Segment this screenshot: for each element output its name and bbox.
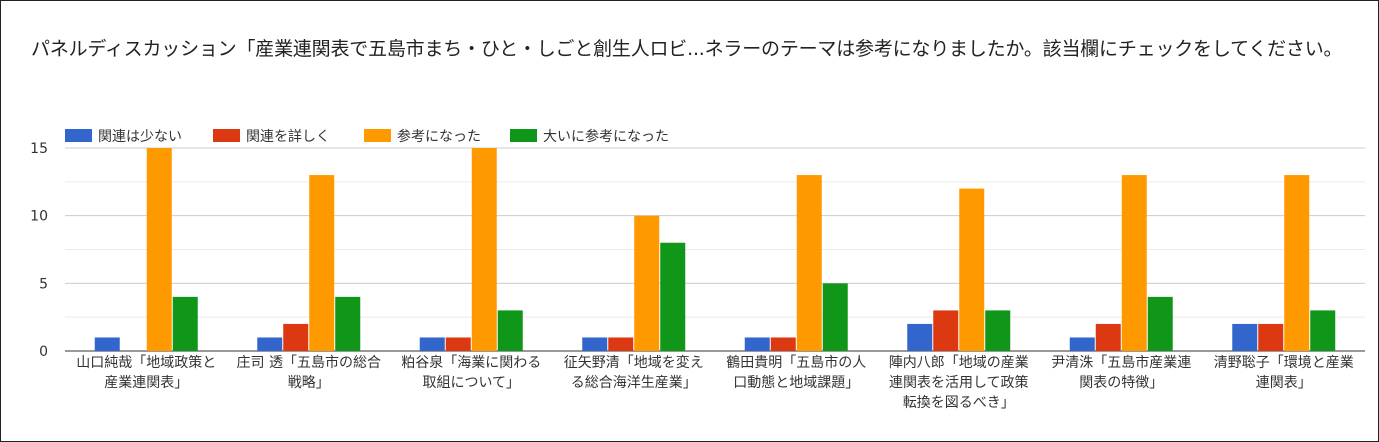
bar — [1121, 175, 1147, 351]
bar — [1258, 323, 1284, 351]
legend-swatch — [65, 129, 92, 142]
x-tick-label: 関表の特徴」 — [1079, 375, 1163, 391]
x-tick-label: 転換を図るべき」 — [903, 395, 1015, 411]
x-tick-label: 征矢野清「地域を変え — [564, 354, 704, 371]
x-tick-label: 粕谷泉「海業に関わる — [401, 354, 541, 371]
x-tick-label: る総合海洋生産業」 — [571, 375, 697, 391]
legend-label: 関連を詳しく — [246, 129, 330, 145]
bar — [419, 337, 445, 351]
bar — [1095, 323, 1121, 351]
x-tick-label: 産業連関表」 — [104, 375, 188, 391]
bar — [634, 215, 660, 351]
bar — [1147, 296, 1173, 351]
legend-swatch — [213, 129, 240, 142]
x-tick-label: 連関表を活用して政策 — [889, 374, 1029, 391]
x-tick-label: 陣内八郎「地域の産業 — [889, 355, 1029, 371]
x-tick-label: 庄司 透「五島市の総合 — [237, 354, 381, 371]
legend-label: 関連は少ない — [98, 129, 182, 145]
bar — [822, 283, 848, 351]
x-tick-label: 戦略」 — [288, 375, 330, 391]
bar — [959, 188, 985, 351]
legend-label: 大いに参考になった — [543, 128, 669, 145]
bar — [660, 242, 686, 351]
bar — [146, 148, 172, 351]
x-tick-label: 山口純哉「地域政策と — [76, 354, 216, 371]
bar — [497, 310, 523, 351]
bar — [309, 175, 335, 351]
bar — [933, 310, 959, 351]
x-tick-label: 連関表」 — [1256, 375, 1312, 391]
x-tick-label: 口動態と地域課題」 — [733, 375, 859, 391]
legend-label: 参考になった — [397, 128, 481, 145]
bar — [582, 337, 608, 351]
bar — [257, 337, 283, 351]
bar — [770, 337, 796, 351]
bar — [283, 323, 309, 351]
bar — [744, 337, 770, 351]
bar — [445, 337, 471, 351]
x-tick-label: 清野聡子「環境と産業 — [1214, 355, 1354, 371]
legend-swatch — [510, 129, 537, 142]
x-tick-label: 尹清洙「五島市産業連 — [1051, 354, 1191, 371]
bar — [172, 296, 198, 351]
bar — [1232, 323, 1258, 351]
y-tick-label: 15 — [30, 141, 48, 157]
bar — [1284, 175, 1310, 351]
bar — [907, 323, 933, 351]
chart-title: パネルディスカッション「産業連関表で五島市まち・ひと・しごと創生人ロビ...ネラ… — [31, 38, 1343, 60]
x-tick-label: 取組について」 — [422, 375, 520, 391]
bar — [1310, 310, 1336, 351]
y-tick-label: 10 — [30, 209, 48, 225]
bar — [335, 296, 361, 351]
bar — [471, 148, 497, 351]
bar — [1069, 337, 1095, 351]
bar — [608, 337, 634, 351]
bar — [985, 310, 1011, 351]
x-tick-label: 鶴田貴明「五島市の人 — [726, 354, 866, 371]
y-tick-label: 0 — [39, 344, 48, 360]
legend-swatch — [364, 129, 391, 142]
y-tick-label: 5 — [39, 276, 48, 292]
bar — [94, 337, 120, 351]
bar — [796, 175, 822, 351]
